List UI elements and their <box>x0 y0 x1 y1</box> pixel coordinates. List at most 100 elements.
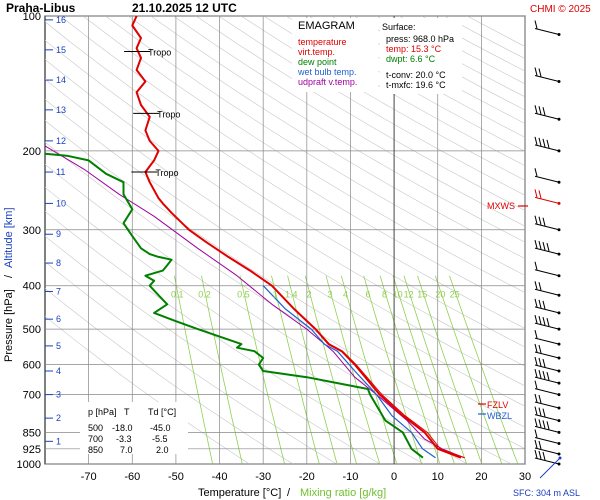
mixing-ratio-label: 1 <box>273 290 278 300</box>
wind-barb-shaft <box>534 437 560 444</box>
wind-barb-flag <box>538 137 542 146</box>
fzlv-label: FZLV <box>487 400 508 410</box>
table-row-t: -18.0 <box>112 423 133 433</box>
surface-wind-dot <box>558 456 562 460</box>
wind-barb-flag <box>534 315 538 324</box>
table-row-p: 500 <box>88 423 103 433</box>
wind-barb-flag <box>538 357 542 367</box>
pressure-tick-label: 400 <box>23 281 41 293</box>
series-wet-bulb-temp <box>262 285 436 459</box>
y-axis-slash: / <box>3 274 15 278</box>
wind-barb-dot <box>557 430 561 434</box>
table-row-p: 700 <box>88 434 103 444</box>
wind-barb-shaft <box>534 269 560 277</box>
altitude-tick-label: 7 <box>56 286 61 296</box>
wind-barb-shaft <box>534 28 560 36</box>
table-row-td: -45.0 <box>150 423 171 433</box>
x-axis-temperature-label: Temperature [°C] <box>198 487 281 499</box>
wind-barb-dot <box>557 79 561 83</box>
surface-press: press: 968.0 hPa <box>386 34 454 44</box>
altitude-tick-label: 13 <box>56 105 66 115</box>
y-axis-title: Pressure [hPa] / Altitude [km] <box>3 207 15 362</box>
wind-barb-flag <box>534 356 538 366</box>
altitude-tick-label: 11 <box>56 167 65 177</box>
wind-barb-flag <box>542 107 546 116</box>
dry-adiabat <box>45 59 525 367</box>
wind-barb-shaft <box>534 223 560 231</box>
temperature-tick-label: -70 <box>81 471 97 483</box>
wind-barb-shaft <box>534 288 560 296</box>
wind-barb-flag <box>542 420 546 429</box>
wind-barb-dot <box>557 393 561 397</box>
mxws-label: MXWS <box>487 201 515 211</box>
table-row-t: -3.3 <box>116 434 132 444</box>
table-row-td: -5.5 <box>152 434 168 444</box>
wind-barb-flag <box>542 217 546 226</box>
surface-tmxfc: t-mxfc: 19.6 °C <box>386 80 446 90</box>
dry-adiabat <box>128 16 525 259</box>
wind-barb-shaft <box>534 247 560 255</box>
series-udpraft-v-temp <box>45 145 465 459</box>
mixing-ratio-line <box>403 275 468 464</box>
copyright: CHMI © 2025 <box>530 4 591 15</box>
wind-barb-flag <box>538 190 542 199</box>
wind-barb-dot <box>557 452 561 456</box>
temperature-tick-label: -30 <box>255 471 271 483</box>
wind-barb-shaft <box>534 364 560 372</box>
table-row-td: 2.0 <box>156 445 169 455</box>
wind-barb-flag <box>534 239 538 249</box>
wind-barb-flag <box>542 451 546 461</box>
mixing-ratio-line <box>435 275 503 464</box>
dry-adiabat <box>45 40 525 348</box>
wind-barb-flag <box>546 242 550 252</box>
mixing-ratio-label: 4 <box>343 290 348 300</box>
wind-barb-flag <box>534 189 538 198</box>
surface-dwpt: dwpt: 6.6 °C <box>386 54 436 64</box>
pressure-tick-label: 850 <box>23 427 41 439</box>
mixing-ratio-label: 15 <box>417 290 427 300</box>
wind-barb-flag <box>534 67 538 76</box>
wind-barb-flag <box>534 261 538 270</box>
altitude-tick-label: 3 <box>56 390 61 400</box>
wind-barb-shaft <box>534 401 560 409</box>
mixing-ratio-line <box>449 275 519 464</box>
pressure-tick-label: 1000 <box>17 459 41 471</box>
mixing-ratio-label: 10 <box>393 290 403 300</box>
wind-barbs <box>534 20 562 479</box>
wind-barb-flag <box>542 241 546 251</box>
tropopause-label: Tropo <box>155 168 178 178</box>
wind-barb-dot <box>557 201 561 205</box>
legend-temperature: temperature <box>298 37 347 47</box>
wind-barb-shaft <box>534 306 560 314</box>
wind-barb-shaft <box>534 351 560 359</box>
wind-barb-dot <box>557 293 561 297</box>
dry-adiabat <box>105 16 525 276</box>
wind-barb-flag <box>538 316 542 325</box>
mixing-ratio-lines <box>174 275 519 464</box>
surface-info: Surface: press: 968.0 hPa temp: 15.3 °C … <box>380 18 462 94</box>
wind-barb-flag <box>546 372 550 381</box>
legend: EMAGRAM temperature virt.temp. dew point… <box>292 18 378 92</box>
wind-barb-flag <box>542 371 546 380</box>
wind-barb-flag <box>534 168 538 177</box>
wind-barb-flag <box>538 240 542 250</box>
altitude-tick-label: 5 <box>56 341 61 351</box>
surface-title: Surface: <box>382 22 416 32</box>
wind-barb-shaft <box>534 447 560 455</box>
wind-barb-flag <box>538 299 542 309</box>
wind-barb-shaft <box>534 112 560 120</box>
wind-barb-flag <box>534 439 538 449</box>
y-axis-altitude-label: Altitude [km] <box>3 207 15 268</box>
dry-adiabat <box>82 16 525 293</box>
mixing-ratio-label: 0.2 <box>198 290 211 300</box>
altitude-tick-label: 12 <box>56 136 66 146</box>
mixing-ratio-line <box>271 275 320 464</box>
temperature-tick-label: 0 <box>391 471 397 483</box>
wind-barb-flag <box>538 282 542 291</box>
wind-barb-flag <box>534 343 538 353</box>
wind-barb-dot <box>557 274 561 278</box>
wind-barb-shaft <box>534 144 560 152</box>
wind-barb-dot <box>557 442 561 446</box>
wind-barb-flag <box>542 408 546 417</box>
pressure-tick-label: 600 <box>23 360 41 372</box>
